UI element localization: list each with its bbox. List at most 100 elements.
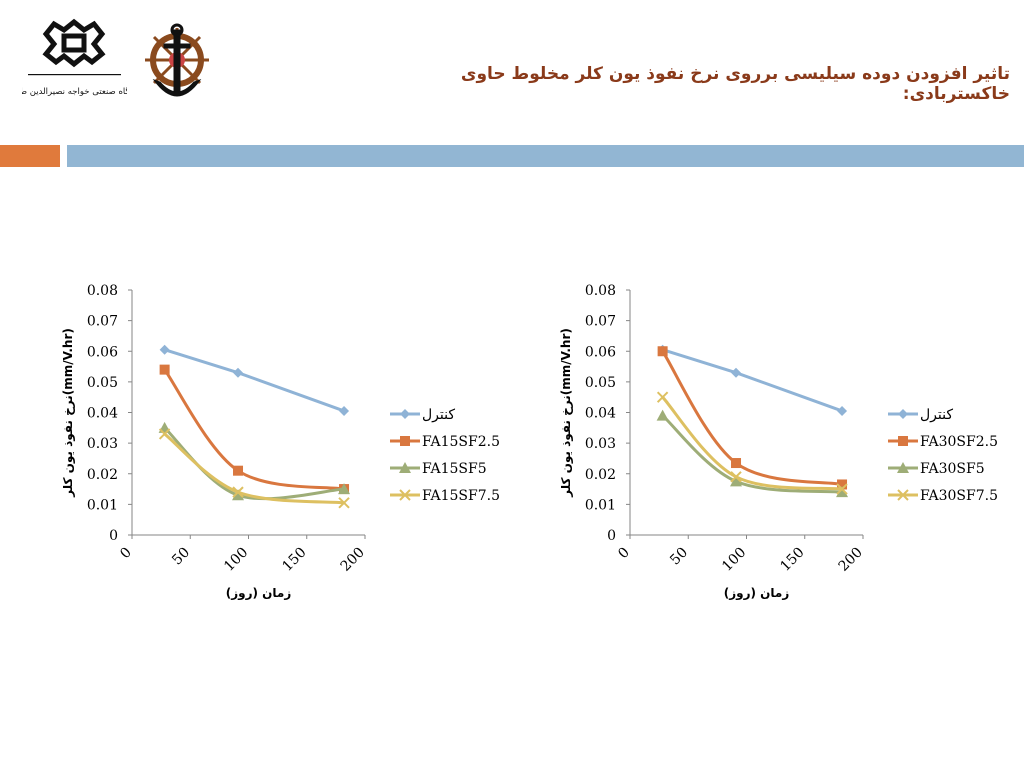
legend-label: FA15SF5 bbox=[422, 461, 487, 477]
legend-item: FA30SF5 bbox=[888, 461, 985, 477]
y-tick-label: 0.04 bbox=[585, 406, 616, 422]
x-tick-label: 50 bbox=[667, 545, 691, 569]
university-logo: دانشگاه صنعتی خواجه نصیرالدین طوسی bbox=[22, 18, 127, 97]
data-point bbox=[836, 486, 849, 498]
series-0 bbox=[657, 344, 848, 416]
legend-item: کنترل bbox=[888, 407, 953, 423]
data-point bbox=[158, 421, 171, 433]
chart-fa15-svg: 0 0.01 0.02 0.03 0.04 0.05 0.06 0.07 0.08 0 50 100 1… bbox=[61, 283, 500, 601]
chart-fa30-svg: 0 0.01 0.02 0.03 0.04 0.05 0.06 0.07 0.08 0 50 100 1… bbox=[559, 283, 998, 601]
y-tick-label: 0 bbox=[607, 528, 616, 544]
data-point bbox=[837, 405, 848, 416]
x-tick-label: 200 bbox=[338, 545, 368, 575]
y-tick-label: 0.05 bbox=[585, 375, 616, 391]
legend-label: کنترل bbox=[920, 407, 953, 423]
data-point bbox=[730, 475, 743, 487]
series-3 bbox=[158, 428, 350, 509]
y-tick-label: 0.01 bbox=[585, 497, 616, 513]
legend-marker bbox=[898, 409, 908, 419]
legend-item: FA15SF5 bbox=[390, 461, 487, 477]
y-tick-label: 0.08 bbox=[585, 283, 616, 299]
y-tick-label: 0 bbox=[109, 528, 118, 544]
x-axis-title: زمان (روز) bbox=[724, 586, 790, 601]
series-0 bbox=[159, 344, 350, 416]
legend-label: FA15SF7.5 bbox=[422, 488, 500, 504]
y-tick-label: 0.08 bbox=[87, 283, 118, 299]
data-point bbox=[338, 497, 350, 509]
y-tick-label: 0.03 bbox=[585, 436, 616, 452]
legend-label: FA30SF2.5 bbox=[920, 434, 998, 450]
legend-marker bbox=[399, 489, 411, 501]
y-axis-title: نرخ نفوذ یون کلر(mm/V.hr) bbox=[559, 328, 574, 498]
series-line bbox=[163, 368, 345, 491]
data-point bbox=[233, 465, 244, 476]
data-point bbox=[158, 428, 171, 440]
chart-fa15: 0 0.01 0.02 0.03 0.04 0.05 0.06 0.07 0.08 0 50 100 1… bbox=[50, 270, 530, 610]
legend-item: FA15SF7.5 bbox=[390, 488, 500, 504]
navy-emblem-logo bbox=[145, 23, 209, 97]
y-tick-label: 0.03 bbox=[87, 436, 118, 452]
y-tick-label: 0.06 bbox=[585, 344, 616, 360]
data-point bbox=[656, 409, 669, 421]
slide-title: تاثیر افزودن دوده سیلیسی برروی نرخ نفوذ … bbox=[460, 64, 1010, 104]
x-tick-label: 150 bbox=[777, 545, 807, 575]
y-axis-title: نرخ نفوذ یون کلر(mm/V.hr) bbox=[61, 328, 76, 498]
data-point bbox=[233, 367, 244, 378]
accent-bar-orange bbox=[0, 145, 60, 167]
series-2 bbox=[158, 421, 351, 501]
accent-bar-blue bbox=[67, 145, 1024, 167]
y-tick-label: 0.02 bbox=[585, 467, 616, 483]
chart-fa30: 0 0.01 0.02 0.03 0.04 0.05 0.06 0.07 0.08 0 50 100 1… bbox=[548, 270, 1024, 610]
legend-item: FA30SF2.5 bbox=[888, 434, 998, 450]
x-tick-label: 200 bbox=[836, 545, 866, 575]
data-point bbox=[730, 471, 742, 483]
x-tick-label: 150 bbox=[279, 545, 309, 575]
legend-marker bbox=[399, 462, 411, 473]
series-1 bbox=[159, 364, 350, 495]
legend-item: کنترل bbox=[390, 407, 455, 423]
data-point bbox=[339, 405, 350, 416]
y-tick-label: 0.06 bbox=[87, 344, 118, 360]
data-point bbox=[656, 391, 669, 403]
data-point bbox=[836, 483, 848, 495]
legend-label: FA30SF5 bbox=[920, 461, 985, 477]
y-tick-label: 0.02 bbox=[87, 467, 118, 483]
y-tick-label: 0.07 bbox=[87, 314, 118, 330]
data-point bbox=[338, 483, 351, 495]
y-tick-label: 0.04 bbox=[87, 406, 118, 422]
series-line bbox=[661, 414, 843, 494]
legend-item: FA15SF2.5 bbox=[390, 434, 500, 450]
legend-label: FA30SF7.5 bbox=[920, 488, 998, 504]
x-axis-title: زمان (روز) bbox=[226, 586, 292, 601]
y-tick-label: 0.05 bbox=[87, 375, 118, 391]
legend-item: FA30SF7.5 bbox=[888, 488, 998, 504]
x-tick-label: 0 bbox=[117, 545, 135, 563]
x-tick-label: 0 bbox=[615, 545, 633, 563]
x-tick-label: 100 bbox=[221, 545, 251, 575]
series-line bbox=[661, 350, 843, 486]
y-tick-label: 0.07 bbox=[585, 314, 616, 330]
data-point bbox=[731, 458, 742, 469]
legend-marker bbox=[898, 436, 908, 446]
legend-label: FA15SF2.5 bbox=[422, 434, 500, 450]
x-tick-label: 100 bbox=[719, 545, 749, 575]
series-2 bbox=[656, 409, 849, 498]
data-point bbox=[657, 346, 668, 357]
data-point bbox=[232, 489, 245, 501]
legend-label: کنترل bbox=[422, 407, 455, 423]
series-3 bbox=[656, 391, 848, 495]
y-tick-label: 0.01 bbox=[87, 497, 118, 513]
data-point bbox=[837, 479, 848, 490]
x-tick-label: 50 bbox=[169, 545, 193, 569]
data-point bbox=[731, 367, 742, 378]
data-point bbox=[159, 344, 170, 355]
legend-marker bbox=[897, 489, 909, 501]
legend-marker bbox=[400, 436, 410, 446]
series-1 bbox=[657, 346, 848, 490]
data-point bbox=[159, 364, 170, 375]
university-logo-text: دانشگاه صنعتی خواجه نصیرالدین طوسی bbox=[22, 86, 127, 97]
data-point bbox=[232, 486, 244, 498]
series-line bbox=[164, 348, 345, 413]
legend-marker bbox=[400, 409, 410, 419]
legend-marker bbox=[897, 462, 909, 473]
